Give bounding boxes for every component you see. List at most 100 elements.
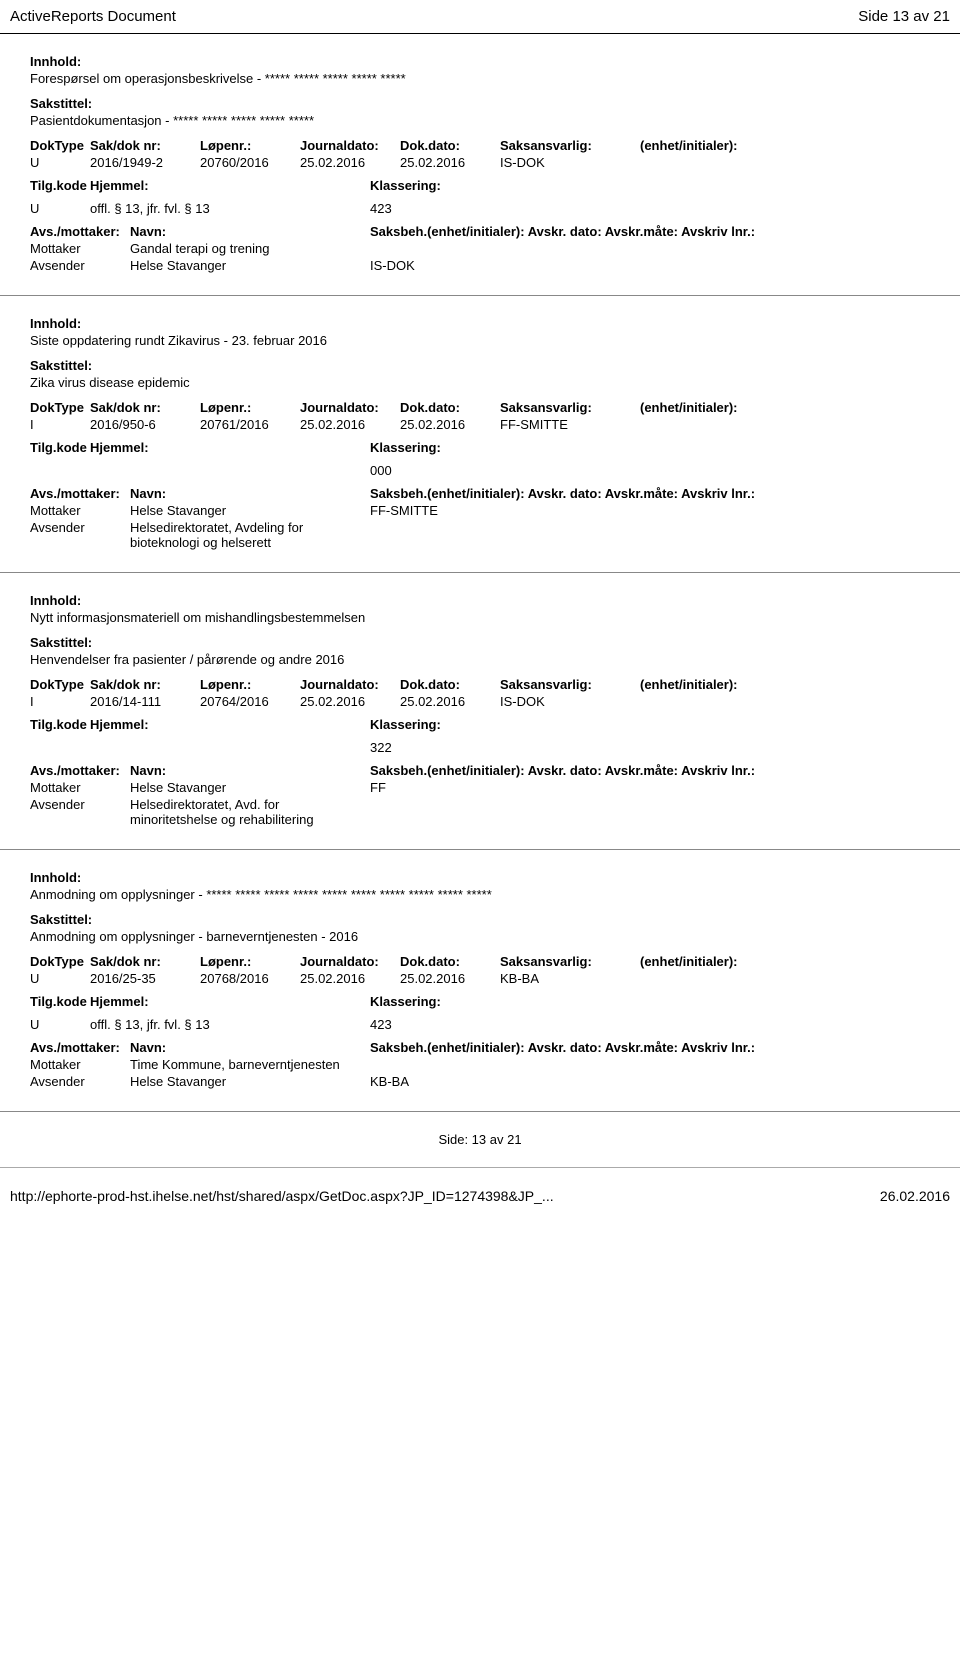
innhold-text: Nytt informasjonsmateriell om mishandlin… bbox=[30, 610, 930, 625]
col-doktype-v: U bbox=[30, 971, 90, 986]
meta-header-row: DokType Sak/dok nr: Løpenr.: Journaldato… bbox=[30, 954, 930, 969]
acol-name-v: Helsedirektoratet, Avd. for minoritetshe… bbox=[130, 797, 370, 827]
acol-saksbeh-h: Saksbeh.(enhet/initialer): Avskr. dato: … bbox=[370, 1040, 930, 1055]
acol-role-v: Avsender bbox=[30, 1074, 130, 1089]
hcol-hjemmel-h: Hjemmel: bbox=[90, 440, 370, 455]
journal-entry: Innhold: Nytt informasjonsmateriell om m… bbox=[0, 573, 960, 849]
sakstittel-label: Sakstittel: bbox=[30, 912, 930, 927]
hcol-hjemmel-h: Hjemmel: bbox=[90, 178, 370, 193]
col-sak-h: Sak/dok nr: bbox=[90, 138, 200, 153]
avs-header-row: Avs./mottaker: Navn: Saksbeh.(enhet/init… bbox=[30, 224, 930, 239]
col-lopenr-h: Løpenr.: bbox=[200, 400, 300, 415]
col-sak-v: 2016/14-111 bbox=[90, 694, 200, 709]
sakstittel-text: Henvendelser fra pasienter / pårørende o… bbox=[30, 652, 930, 667]
col-journal-v: 25.02.2016 bbox=[300, 155, 400, 170]
acol-name-h: Navn: bbox=[130, 763, 370, 778]
col-lopenr-v: 20764/2016 bbox=[200, 694, 300, 709]
col-saksans-h: Saksansvarlig: bbox=[500, 400, 640, 415]
col-enhet-h: (enhet/initialer): bbox=[640, 954, 760, 969]
hcol-klass-h: Klassering: bbox=[370, 440, 520, 455]
acol-name-v: Helse Stavanger bbox=[130, 503, 370, 518]
hcol-hjemmel-h: Hjemmel: bbox=[90, 994, 370, 1009]
col-journal-v: 25.02.2016 bbox=[300, 694, 400, 709]
acol-saksbeh-v: IS-DOK bbox=[370, 258, 930, 273]
meta-value-row: U 2016/25-35 20768/2016 25.02.2016 25.02… bbox=[30, 971, 930, 986]
col-dokdato-h: Dok.dato: bbox=[400, 138, 500, 153]
acol-name-h: Navn: bbox=[130, 224, 370, 239]
acol-role-v: Avsender bbox=[30, 258, 130, 273]
col-doktype-h: DokType bbox=[30, 677, 90, 692]
col-saksans-v: KB-BA bbox=[500, 971, 640, 986]
hjemmel-value-row: 000 bbox=[30, 463, 930, 478]
hcol-tilg-h: Tilg.kode bbox=[30, 440, 90, 455]
meta-value-row: I 2016/14-111 20764/2016 25.02.2016 25.0… bbox=[30, 694, 930, 709]
innhold-label: Innhold: bbox=[30, 316, 930, 331]
col-dokdato-v: 25.02.2016 bbox=[400, 971, 500, 986]
col-journal-h: Journaldato: bbox=[300, 677, 400, 692]
hcol-klass-h: Klassering: bbox=[370, 717, 520, 732]
meta-value-row: U 2016/1949-2 20760/2016 25.02.2016 25.0… bbox=[30, 155, 930, 170]
avs-row: Avsender Helsedirektoratet, Avd. for min… bbox=[30, 797, 930, 827]
acol-saksbeh-v: FF bbox=[370, 780, 930, 795]
col-lopenr-h: Løpenr.: bbox=[200, 677, 300, 692]
col-dokdato-h: Dok.dato: bbox=[400, 400, 500, 415]
innhold-label: Innhold: bbox=[30, 593, 930, 608]
col-sak-v: 2016/25-35 bbox=[90, 971, 200, 986]
col-sak-v: 2016/950-6 bbox=[90, 417, 200, 432]
meta-header-row: DokType Sak/dok nr: Løpenr.: Journaldato… bbox=[30, 138, 930, 153]
acol-saksbeh-h: Saksbeh.(enhet/initialer): Avskr. dato: … bbox=[370, 486, 930, 501]
avs-row: Mottaker Time Kommune, barneverntjeneste… bbox=[30, 1057, 930, 1072]
meta-value-row: I 2016/950-6 20761/2016 25.02.2016 25.02… bbox=[30, 417, 930, 432]
col-enhet-v bbox=[640, 417, 760, 432]
acol-role-v: Mottaker bbox=[30, 780, 130, 795]
acol-saksbeh-v: KB-BA bbox=[370, 1074, 930, 1089]
meta-header-row: DokType Sak/dok nr: Løpenr.: Journaldato… bbox=[30, 400, 930, 415]
hcol-tilg-v: U bbox=[30, 201, 90, 216]
avs-row: Avsender Helse Stavanger KB-BA bbox=[30, 1074, 930, 1089]
col-dokdato-v: 25.02.2016 bbox=[400, 155, 500, 170]
col-enhet-h: (enhet/initialer): bbox=[640, 138, 760, 153]
col-doktype-h: DokType bbox=[30, 954, 90, 969]
hcol-klass-v: 322 bbox=[370, 740, 520, 755]
col-doktype-v: U bbox=[30, 155, 90, 170]
sakstittel-label: Sakstittel: bbox=[30, 635, 930, 650]
hcol-klass-v: 423 bbox=[370, 201, 520, 216]
col-saksans-v: IS-DOK bbox=[500, 155, 640, 170]
sakstittel-label: Sakstittel: bbox=[30, 358, 930, 373]
col-doktype-h: DokType bbox=[30, 138, 90, 153]
hjemmel-header-row: Tilg.kode Hjemmel: Klassering: bbox=[30, 178, 930, 193]
acol-name-v: Helse Stavanger bbox=[130, 1074, 370, 1089]
avs-header-row: Avs./mottaker: Navn: Saksbeh.(enhet/init… bbox=[30, 763, 930, 778]
hcol-tilg-h: Tilg.kode bbox=[30, 178, 90, 193]
bottom-bar: http://ephorte-prod-hst.ihelse.net/hst/s… bbox=[0, 1167, 960, 1212]
hjemmel-value-row: U offl. § 13, jfr. fvl. § 13 423 bbox=[30, 201, 930, 216]
acol-saksbeh-v: FF-SMITTE bbox=[370, 503, 930, 518]
acol-role-h: Avs./mottaker: bbox=[30, 224, 130, 239]
col-doktype-v: I bbox=[30, 417, 90, 432]
acol-saksbeh-h: Saksbeh.(enhet/initialer): Avskr. dato: … bbox=[370, 763, 930, 778]
col-sak-v: 2016/1949-2 bbox=[90, 155, 200, 170]
hcol-tilg-h: Tilg.kode bbox=[30, 994, 90, 1009]
hjemmel-header-row: Tilg.kode Hjemmel: Klassering: bbox=[30, 994, 930, 1009]
col-sak-h: Sak/dok nr: bbox=[90, 954, 200, 969]
col-dokdato-h: Dok.dato: bbox=[400, 954, 500, 969]
hjemmel-header-row: Tilg.kode Hjemmel: Klassering: bbox=[30, 717, 930, 732]
col-lopenr-v: 20761/2016 bbox=[200, 417, 300, 432]
col-dokdato-v: 25.02.2016 bbox=[400, 417, 500, 432]
acol-name-v: Helse Stavanger bbox=[130, 780, 370, 795]
hjemmel-value-row: U offl. § 13, jfr. fvl. § 13 423 bbox=[30, 1017, 930, 1032]
col-doktype-v: I bbox=[30, 694, 90, 709]
col-lopenr-v: 20760/2016 bbox=[200, 155, 300, 170]
sakstittel-text: Zika virus disease epidemic bbox=[30, 375, 930, 390]
journal-entry: Innhold: Siste oppdatering rundt Zikavir… bbox=[0, 296, 960, 572]
innhold-label: Innhold: bbox=[30, 870, 930, 885]
col-journal-h: Journaldato: bbox=[300, 954, 400, 969]
acol-saksbeh-v bbox=[370, 1057, 930, 1072]
acol-saksbeh-v bbox=[370, 797, 930, 827]
col-enhet-h: (enhet/initialer): bbox=[640, 400, 760, 415]
footer-date: 26.02.2016 bbox=[880, 1188, 950, 1204]
col-journal-h: Journaldato: bbox=[300, 400, 400, 415]
avs-row: Avsender Helse Stavanger IS-DOK bbox=[30, 258, 930, 273]
acol-name-v: Helse Stavanger bbox=[130, 258, 370, 273]
hcol-hjemmel-v bbox=[90, 740, 370, 755]
